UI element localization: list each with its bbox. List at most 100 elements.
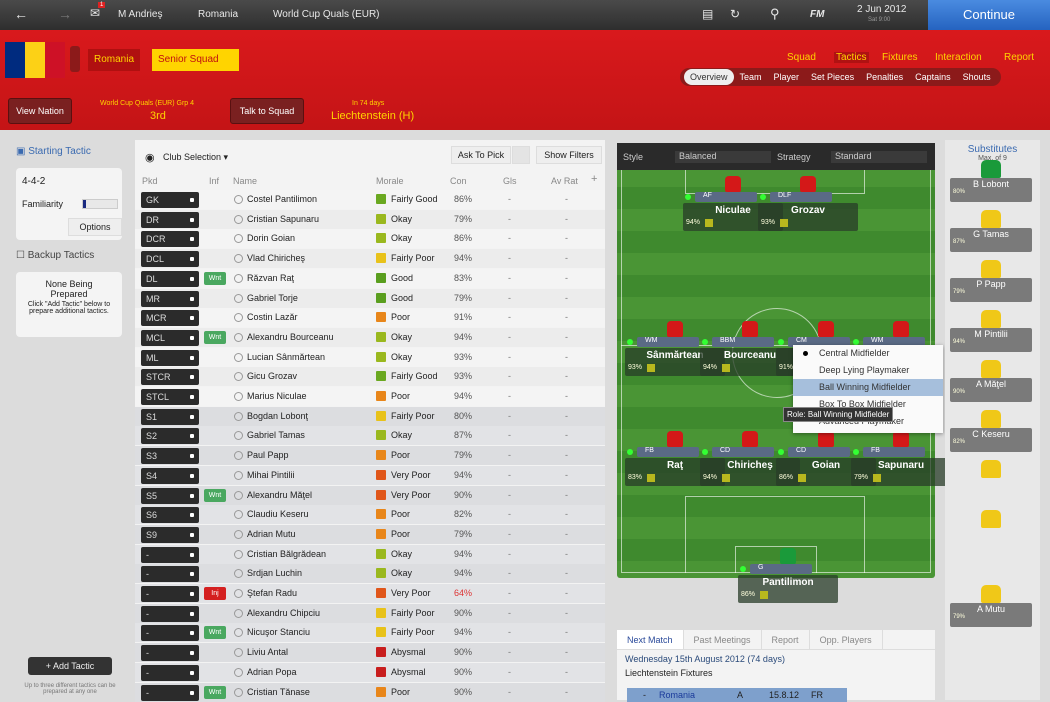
player-name[interactable]: Bogdan Lobonţ	[247, 410, 309, 421]
position-dropdown[interactable]: -	[141, 684, 199, 701]
player-card[interactable]: Grozav 93%	[758, 203, 858, 231]
role-option[interactable]: Box To Box Midfielder	[793, 396, 943, 413]
breadcrumb-manager[interactable]: M Andrieş	[118, 9, 163, 20]
role-dropdown[interactable]: CD	[788, 447, 850, 457]
col-av-rat[interactable]: Av Rat	[551, 176, 578, 186]
view-nation-button[interactable]: View Nation	[8, 98, 72, 124]
table-row[interactable]: - Alexandru Chipciu Fairly Poor 90% - -	[135, 603, 605, 623]
view-selector[interactable]: Club Selection ▾	[163, 152, 229, 162]
player-name[interactable]: Adrian Mutu	[247, 528, 296, 539]
add-column-icon[interactable]: +	[591, 173, 598, 185]
nav-report[interactable]: Report	[1004, 52, 1035, 63]
nation-button[interactable]: Romania	[88, 49, 141, 71]
position-dropdown[interactable]: -	[141, 546, 199, 563]
nav-tactics[interactable]: Tactics	[834, 52, 869, 63]
player-name[interactable]: Paul Papp	[247, 450, 289, 461]
style-dropdown[interactable]: Balanced	[675, 151, 771, 163]
substitute-card[interactable]: C Keseru 82%	[950, 428, 1032, 452]
fm-menu[interactable]: FM	[810, 9, 825, 20]
position-dropdown[interactable]: S3	[141, 448, 199, 465]
player-name[interactable]: Alexandru Bourceanu	[247, 331, 334, 342]
next-opponent[interactable]: Liechtenstein (H)	[331, 110, 415, 122]
notes-icon[interactable]: ▤	[702, 7, 714, 21]
substitute-card[interactable]: P Papp 79%	[950, 278, 1032, 302]
role-dropdown[interactable]: DLF	[770, 192, 832, 202]
nav-interaction[interactable]: Interaction	[935, 52, 982, 63]
player-name[interactable]: Răzvan Raţ	[247, 272, 295, 283]
show-filters-button[interactable]: Show Filters	[536, 146, 602, 164]
search-icon[interactable]: ⚲	[770, 6, 780, 21]
table-row[interactable]: S3 Paul Papp Poor 79% - -	[135, 446, 605, 466]
options-button[interactable]: Options	[68, 218, 122, 236]
role-option[interactable]: Deep Lying Playmaker	[793, 362, 943, 379]
player-name[interactable]: Gabriel Torje	[247, 292, 298, 303]
role-dropdown[interactable]: CD	[712, 447, 774, 457]
breadcrumb-nation[interactable]: Romania	[198, 9, 239, 20]
player-name[interactable]: Marius Niculae	[247, 391, 307, 401]
tab-report[interactable]: Report	[762, 630, 810, 649]
table-row[interactable]: - Wnt Nicuşor Stanciu Fairly Poor 94% - -	[135, 623, 605, 643]
player-card[interactable]: Sapunaru 79%	[851, 458, 951, 486]
player-name[interactable]: Claudiu Keseru	[247, 509, 309, 520]
squad-selector[interactable]: Senior Squad	[152, 49, 239, 71]
position-dropdown[interactable]: DR	[141, 211, 199, 228]
subtab-team[interactable]: Team	[739, 72, 762, 82]
player-name[interactable]: Costel Pantilimon	[247, 194, 318, 204]
position-dropdown[interactable]: MR	[141, 290, 199, 307]
col-name[interactable]: Name	[233, 176, 258, 186]
position-dropdown[interactable]: DCL	[141, 251, 199, 268]
fixture-team[interactable]: Romania	[659, 690, 696, 700]
player-name[interactable]: Gabriel Tamas	[247, 430, 305, 441]
table-row[interactable]: DCL Vlad Chiricheş Fairly Poor 94% - -	[135, 249, 605, 269]
player-name[interactable]: Lucian Sânmărtean	[247, 351, 326, 362]
ask-to-pick-dropdown[interactable]	[512, 146, 530, 164]
player-name[interactable]: Liviu Antal	[247, 647, 289, 658]
refresh-icon[interactable]: ↻	[730, 7, 741, 21]
add-tactic-button[interactable]: + Add Tactic	[28, 657, 112, 675]
player-name[interactable]: Mihai Pintilii	[247, 469, 295, 480]
role-dropdown[interactable]: BBM	[712, 337, 774, 347]
pitch-player[interactable]: G Pantilimon 86%	[738, 548, 838, 612]
player-name[interactable]: Vlad Chiricheş	[247, 253, 306, 264]
player-name[interactable]: Costin Lazăr	[247, 312, 298, 323]
position-dropdown[interactable]: S5	[141, 487, 199, 504]
table-row[interactable]: DR Cristian Sapunaru Okay 79% - -	[135, 209, 605, 229]
role-dropdown[interactable]: CM	[788, 337, 850, 347]
role-dropdown[interactable]: WM	[637, 337, 699, 347]
continue-button[interactable]: Continue	[928, 0, 1050, 30]
nav-squad[interactable]: Squad	[787, 52, 816, 63]
table-row[interactable]: DCR Dorin Goian Okay 86% - -	[135, 229, 605, 249]
substitute-card[interactable]: A Mutu 79%	[950, 603, 1032, 627]
table-row[interactable]: - Cristian Bălgrădean Okay 94% - -	[135, 544, 605, 564]
table-row[interactable]: STCL Marius Niculae Poor 94% - -	[135, 387, 605, 406]
nav-fixtures[interactable]: Fixtures	[882, 52, 918, 63]
subtab-player[interactable]: Player	[773, 72, 800, 82]
pitch-player[interactable]: FB Sapunaru 79%	[851, 431, 951, 495]
player-name[interactable]: Dorin Goian	[247, 233, 296, 244]
substitute-card[interactable]: M Pintilii 94%	[950, 328, 1032, 352]
pitch-player[interactable]: DLF Grozav 93%	[758, 176, 858, 240]
role-option[interactable]: Central Midfielder	[793, 345, 943, 362]
substitute-card[interactable]: A Măţel 90%	[950, 378, 1032, 402]
tab-next-match[interactable]: Next Match	[617, 630, 684, 649]
player-name[interactable]: Cristian Bălgrădean	[247, 548, 327, 559]
subtab-penalties[interactable]: Penalties	[866, 72, 904, 82]
col-con[interactable]: Con	[450, 176, 467, 186]
table-row[interactable]: - Wnt Cristian Tănase Poor 90% - -	[135, 682, 605, 702]
role-dropdown[interactable]: FB	[863, 447, 925, 457]
col-inf[interactable]: Inf	[209, 176, 220, 186]
backup-checkbox[interactable]: ☐	[16, 250, 28, 261]
position-dropdown[interactable]: -	[141, 586, 199, 602]
table-row[interactable]: MR Gabriel Torje Good 79% - -	[135, 288, 605, 308]
table-row[interactable]: - Inj Ştefan Radu Very Poor 64% - -	[135, 584, 605, 603]
subtab-set-pieces[interactable]: Set Pieces	[811, 72, 855, 82]
forward-arrow-icon[interactable]: →	[58, 6, 72, 22]
table-row[interactable]: - Adrian Popa Abysmal 90% - -	[135, 662, 605, 682]
position-dropdown[interactable]: -	[141, 664, 199, 681]
table-row[interactable]: MCL Wnt Alexandru Bourceanu Okay 94% - -	[135, 327, 605, 347]
position-dropdown[interactable]: -	[141, 566, 199, 583]
table-row[interactable]: GK Costel Pantilimon Fairly Good 86% - -	[135, 190, 605, 209]
player-name[interactable]: Alexandru Chipciu	[247, 607, 321, 618]
position-dropdown[interactable]: S9	[141, 526, 199, 543]
player-card[interactable]: Pantilimon 86%	[738, 575, 838, 603]
